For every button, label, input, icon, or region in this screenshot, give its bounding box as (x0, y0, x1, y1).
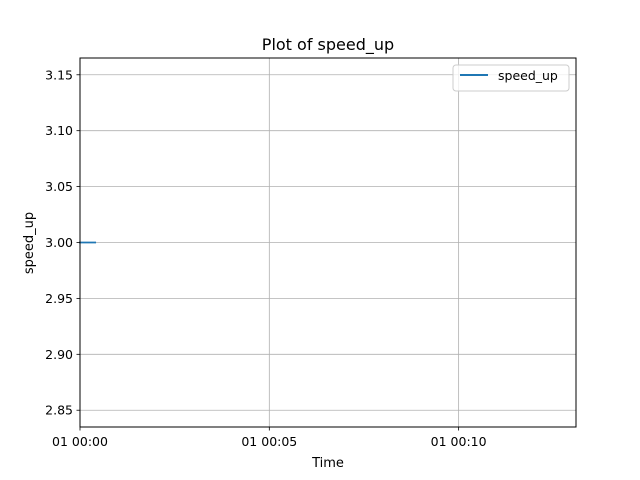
y-tick-label: 2.85 (45, 403, 73, 418)
y-tick-label: 3.05 (45, 179, 73, 194)
y-tick-label: 2.90 (45, 347, 73, 362)
x-tick-label: 01 00:10 (431, 434, 487, 449)
y-tick-label: 2.95 (45, 291, 73, 306)
y-tick-label: 3.00 (45, 235, 73, 250)
y-tick-label: 3.15 (45, 67, 73, 82)
legend-label: speed_up (498, 68, 558, 83)
chart-title: Plot of speed_up (262, 35, 394, 55)
y-axis-ticks: 2.85 2.90 2.95 3.00 3.05 3.10 3.15 (45, 67, 80, 418)
x-tick-label: 01 00:05 (241, 434, 297, 449)
legend-box (452, 64, 570, 92)
x-axis-label: Time (311, 456, 344, 471)
grid-lines (79, 58, 576, 427)
x-axis-ticks: 01 00:00 01 00:05 01 00:10 (52, 427, 487, 449)
y-axis-label: speed_up (22, 212, 37, 274)
x-tick-label: 01 00:00 (52, 434, 108, 449)
y-tick-label: 3.10 (45, 123, 73, 138)
legend: speed_up (452, 64, 570, 92)
